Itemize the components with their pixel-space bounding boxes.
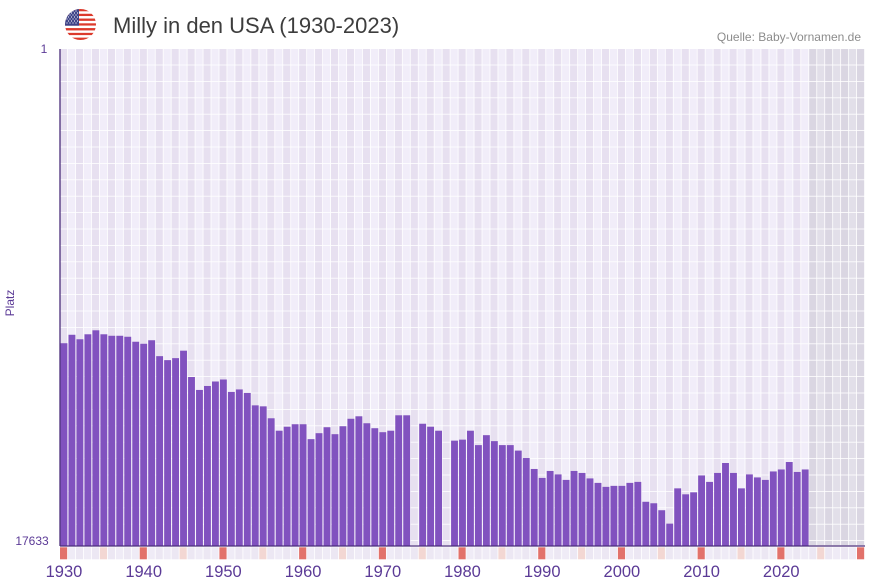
svg-text:1970: 1970 [364, 563, 401, 581]
svg-text:2000: 2000 [604, 563, 641, 581]
svg-text:Platz: Platz [3, 290, 17, 317]
svg-text:1980: 1980 [444, 563, 481, 581]
svg-text:2020: 2020 [763, 563, 800, 581]
svg-text:1940: 1940 [125, 563, 162, 581]
svg-text:1990: 1990 [524, 563, 561, 581]
svg-text:1960: 1960 [285, 563, 322, 581]
svg-text:1930: 1930 [46, 563, 83, 581]
svg-text:2010: 2010 [683, 563, 720, 581]
svg-text:1: 1 [41, 42, 48, 56]
svg-text:17633: 17633 [15, 534, 49, 548]
svg-text:1950: 1950 [205, 563, 242, 581]
